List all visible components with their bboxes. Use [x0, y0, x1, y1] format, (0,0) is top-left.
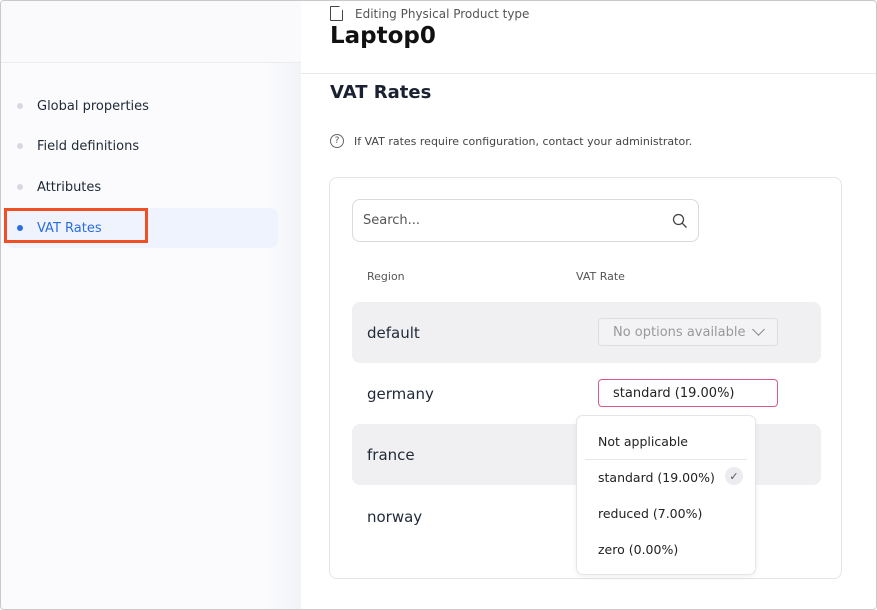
column-header-vat-rate: VAT Rate [576, 270, 625, 283]
sidebar-item-label: VAT Rates [37, 220, 102, 236]
page-header: Editing Physical Product type Laptop0 [301, 1, 876, 74]
select-value: No options available [613, 324, 746, 340]
region-name: default [367, 323, 420, 342]
help-icon: ? [330, 134, 344, 148]
chevron-down-icon [752, 323, 765, 336]
info-text: If VAT rates require configuration, cont… [354, 134, 693, 148]
bullet-icon [17, 184, 23, 190]
search-icon [672, 213, 687, 228]
option-zero[interactable]: zero (0.00%) [598, 542, 679, 557]
region-name: france [367, 445, 415, 464]
column-header-region: Region [367, 270, 405, 283]
vat-dropdown-menu: Not applicable standard (19.00%) ✓ reduc… [576, 415, 756, 575]
sidebar-item-attributes[interactable]: Attributes [5, 167, 278, 207]
checkmark-icon: ✓ [725, 467, 743, 485]
vat-select-disabled: No options available [598, 318, 778, 346]
region-name: norway [367, 507, 423, 526]
vat-card: Search... Region VAT Rate default No opt… [329, 177, 842, 579]
search-input[interactable]: Search... [352, 199, 699, 242]
vat-select[interactable]: standard (19.00%) [598, 379, 778, 407]
sidebar-item-label: Global properties [37, 98, 149, 114]
table-row: norway [352, 486, 821, 547]
document-icon [330, 6, 343, 21]
option-reduced[interactable]: reduced (7.00%) [598, 506, 703, 521]
info-note: ? If VAT rates require configuration, con… [330, 134, 692, 148]
region-name: germany [367, 384, 434, 403]
table-row: germany standard (19.00%) [352, 363, 821, 424]
sidebar-item-global-properties[interactable]: Global properties [5, 86, 278, 126]
highlight-box [4, 208, 148, 243]
page-title: Laptop0 [330, 23, 436, 49]
divider [585, 459, 747, 460]
bullet-icon [17, 225, 23, 231]
sidebar-item-label: Field definitions [37, 138, 140, 154]
select-value: standard (19.00%) [613, 385, 735, 401]
sidebar-item-label: Attributes [37, 179, 102, 195]
sidebar-header [1, 1, 301, 63]
bullet-icon [17, 103, 23, 109]
table-row: default No options available [352, 302, 821, 363]
option-not-applicable[interactable]: Not applicable [598, 434, 688, 449]
main-content: Editing Physical Product type Laptop0 VA… [301, 1, 876, 609]
option-standard[interactable]: standard (19.00%) [598, 470, 715, 485]
page-subtitle: Editing Physical Product type [355, 6, 530, 21]
search-placeholder: Search... [363, 213, 421, 228]
section-title: VAT Rates [330, 82, 432, 103]
sidebar-item-field-definitions[interactable]: Field definitions [5, 126, 278, 166]
sidebar: Global properties Field definitions Attr… [1, 1, 301, 609]
bullet-icon [17, 143, 23, 149]
